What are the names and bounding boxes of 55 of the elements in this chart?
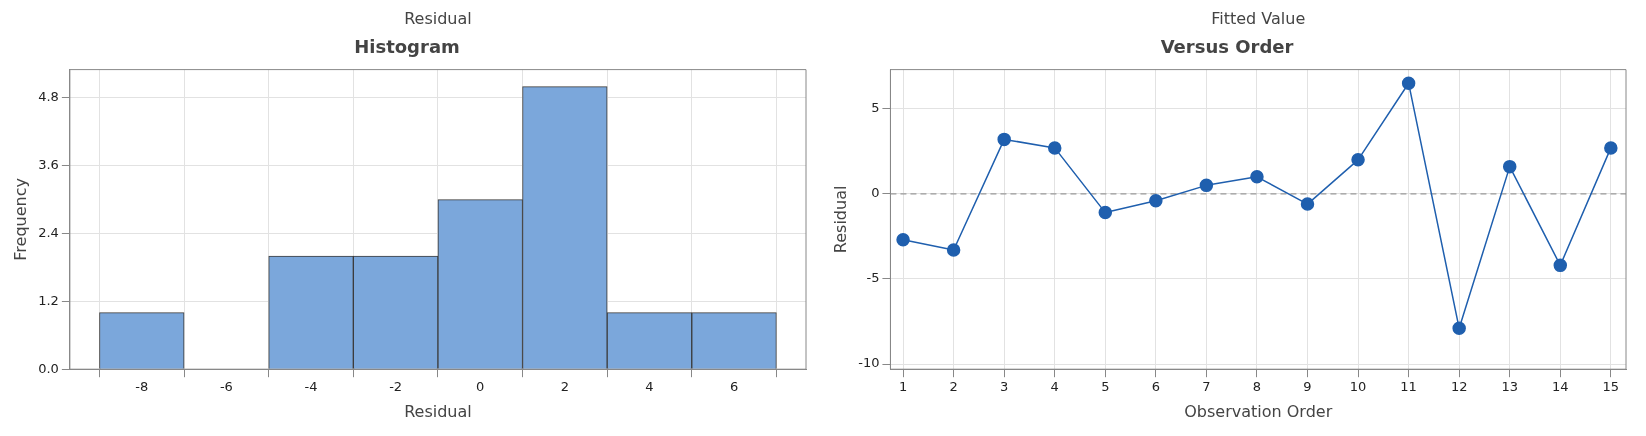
y-tick-label: 4.8 <box>38 89 59 105</box>
x-tick-label: 14 <box>1552 379 1569 395</box>
text: Fitted Value <box>1211 9 1306 29</box>
chart-title: Histogram <box>354 36 460 58</box>
x-tick-label: 11 <box>1400 379 1417 395</box>
y-tick-label: 3.6 <box>38 157 59 173</box>
x-tick-label: 4 <box>645 379 654 395</box>
y-axis-title: Residual <box>830 185 850 254</box>
y-tick-label: 0 <box>871 185 880 201</box>
y-tick-label: 2.4 <box>38 224 59 240</box>
point <box>1452 321 1466 336</box>
chart-title: Versus Order <box>1160 36 1294 58</box>
x-tick-label: 2 <box>949 379 958 395</box>
x-tick-label: -2 <box>389 379 403 395</box>
x-axis-title: Residual <box>404 401 472 421</box>
point <box>1553 258 1568 273</box>
point <box>1199 178 1214 193</box>
x-tick-label: 9 <box>1303 379 1312 395</box>
x-tick-label: 7 <box>1202 379 1211 395</box>
x-tick-label: 0 <box>476 379 485 395</box>
point <box>1250 170 1264 184</box>
x-tick-label: 12 <box>1450 379 1468 395</box>
point <box>1149 193 1163 208</box>
point <box>1098 205 1113 220</box>
point <box>896 233 910 247</box>
point <box>1047 141 1062 155</box>
y-tick-label: -5 <box>866 270 880 286</box>
point <box>1351 153 1365 167</box>
x-tick-label: 13 <box>1501 379 1518 395</box>
x-tick-label: 5 <box>1101 379 1110 395</box>
x-tick-label: 6 <box>1151 379 1160 395</box>
x-axis-title: Observation Order <box>1184 401 1333 421</box>
point <box>1300 197 1315 211</box>
x-tick-label: 8 <box>1252 379 1262 395</box>
y-tick-label: -10 <box>858 355 880 371</box>
x-tick-label: 15 <box>1602 379 1620 395</box>
x-tick-label: -4 <box>304 379 318 395</box>
y-tick-label: 1.2 <box>38 292 59 308</box>
point <box>1604 141 1618 155</box>
y-tick-label: 0.0 <box>38 360 59 376</box>
x-tick-label: -8 <box>135 379 149 395</box>
x-tick-label: 6 <box>729 379 739 395</box>
x-tick-label: 1 <box>898 379 908 395</box>
y-axis-title: Frequency <box>10 178 30 261</box>
x-tick-label: 2 <box>560 379 569 395</box>
point <box>946 243 961 257</box>
point <box>997 132 1011 147</box>
x-tick-label: 3 <box>1000 379 1009 395</box>
point <box>1502 159 1517 174</box>
text: Residual <box>404 9 472 29</box>
point <box>1401 76 1416 90</box>
y-tick-label: 5 <box>871 100 880 116</box>
x-tick-label: 4 <box>1050 379 1059 395</box>
x-tick-label: -6 <box>219 379 233 395</box>
x-tick-label: 10 <box>1349 379 1367 395</box>
